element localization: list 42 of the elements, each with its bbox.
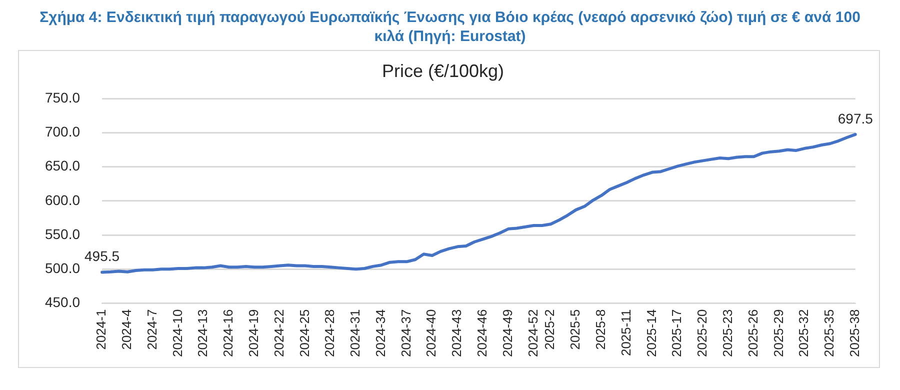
- x-tick-label: 2025-23: [720, 309, 736, 358]
- x-tick-label: 2024-28: [322, 309, 338, 358]
- y-tick-label: 650.0: [44, 158, 80, 174]
- x-tick-label: 2024-52: [525, 309, 540, 358]
- x-tick-label: 2024-31: [348, 309, 363, 358]
- x-tick-label: 2024-10: [170, 309, 185, 358]
- x-tick-label: 2025-26: [745, 309, 760, 358]
- x-tick-label: 2024-13: [195, 309, 210, 358]
- x-tick-label: 2024-37: [398, 309, 414, 358]
- chart-subtitle: Price (€/100kg): [382, 60, 504, 81]
- x-tick-label: 2025-8: [593, 309, 608, 350]
- y-tick-label: 450.0: [44, 294, 80, 310]
- x-tick-label: 2024-46: [474, 309, 490, 358]
- y-tick-label: 550.0: [44, 226, 80, 242]
- y-tick-label: 750.0: [44, 89, 80, 106]
- x-tick-label: 2025-35: [822, 309, 837, 358]
- y-tick-label: 500.0: [44, 260, 80, 276]
- x-tick-label: 2024-7: [144, 309, 160, 350]
- x-tick-label: 2024-19: [246, 309, 261, 358]
- x-tick-label: 2024-40: [424, 309, 439, 358]
- x-tick-label: 2024-25: [296, 309, 312, 358]
- x-tick-label: 2024-22: [271, 309, 286, 358]
- x-tick-label: 2025-14: [644, 309, 659, 358]
- x-tick-label: 2025-2: [542, 309, 558, 350]
- x-tick-label: 2024-43: [449, 309, 464, 358]
- x-tick-label: 2024-34: [372, 309, 388, 358]
- data-label: 495.5: [84, 248, 120, 264]
- x-tick-label: 2025-5: [568, 309, 583, 350]
- y-tick-label: 600.0: [44, 192, 80, 208]
- x-tick-label: 2025-38: [846, 309, 862, 358]
- x-tick-label: 2025-29: [770, 309, 786, 358]
- x-tick-label: 2024-1: [94, 309, 109, 350]
- x-tick-label: 2024-16: [220, 309, 236, 358]
- x-tick-label: 2025-11: [618, 309, 634, 356]
- data-label: 697.5: [838, 110, 874, 126]
- chart-title: Σχήμα 4: Ενδεικτική τιμή παραγωγού Ευρωπαϊκής Ένωσης για Βόιο κρέας (νεαρό αρσενικό ζώο) τιμή σε € ανά 100 κιλά (Πηγή: Eurostat): [38, 8, 862, 47]
- x-tick-label: 2025-20: [694, 309, 710, 358]
- x-tick-label: 2024-4: [119, 309, 134, 350]
- x-tick-label: 2025-17: [669, 309, 684, 358]
- x-tick-label: 2024-49: [500, 309, 515, 358]
- x-tick-label: 2025-32: [796, 309, 812, 358]
- y-tick-label: 700.0: [44, 124, 80, 140]
